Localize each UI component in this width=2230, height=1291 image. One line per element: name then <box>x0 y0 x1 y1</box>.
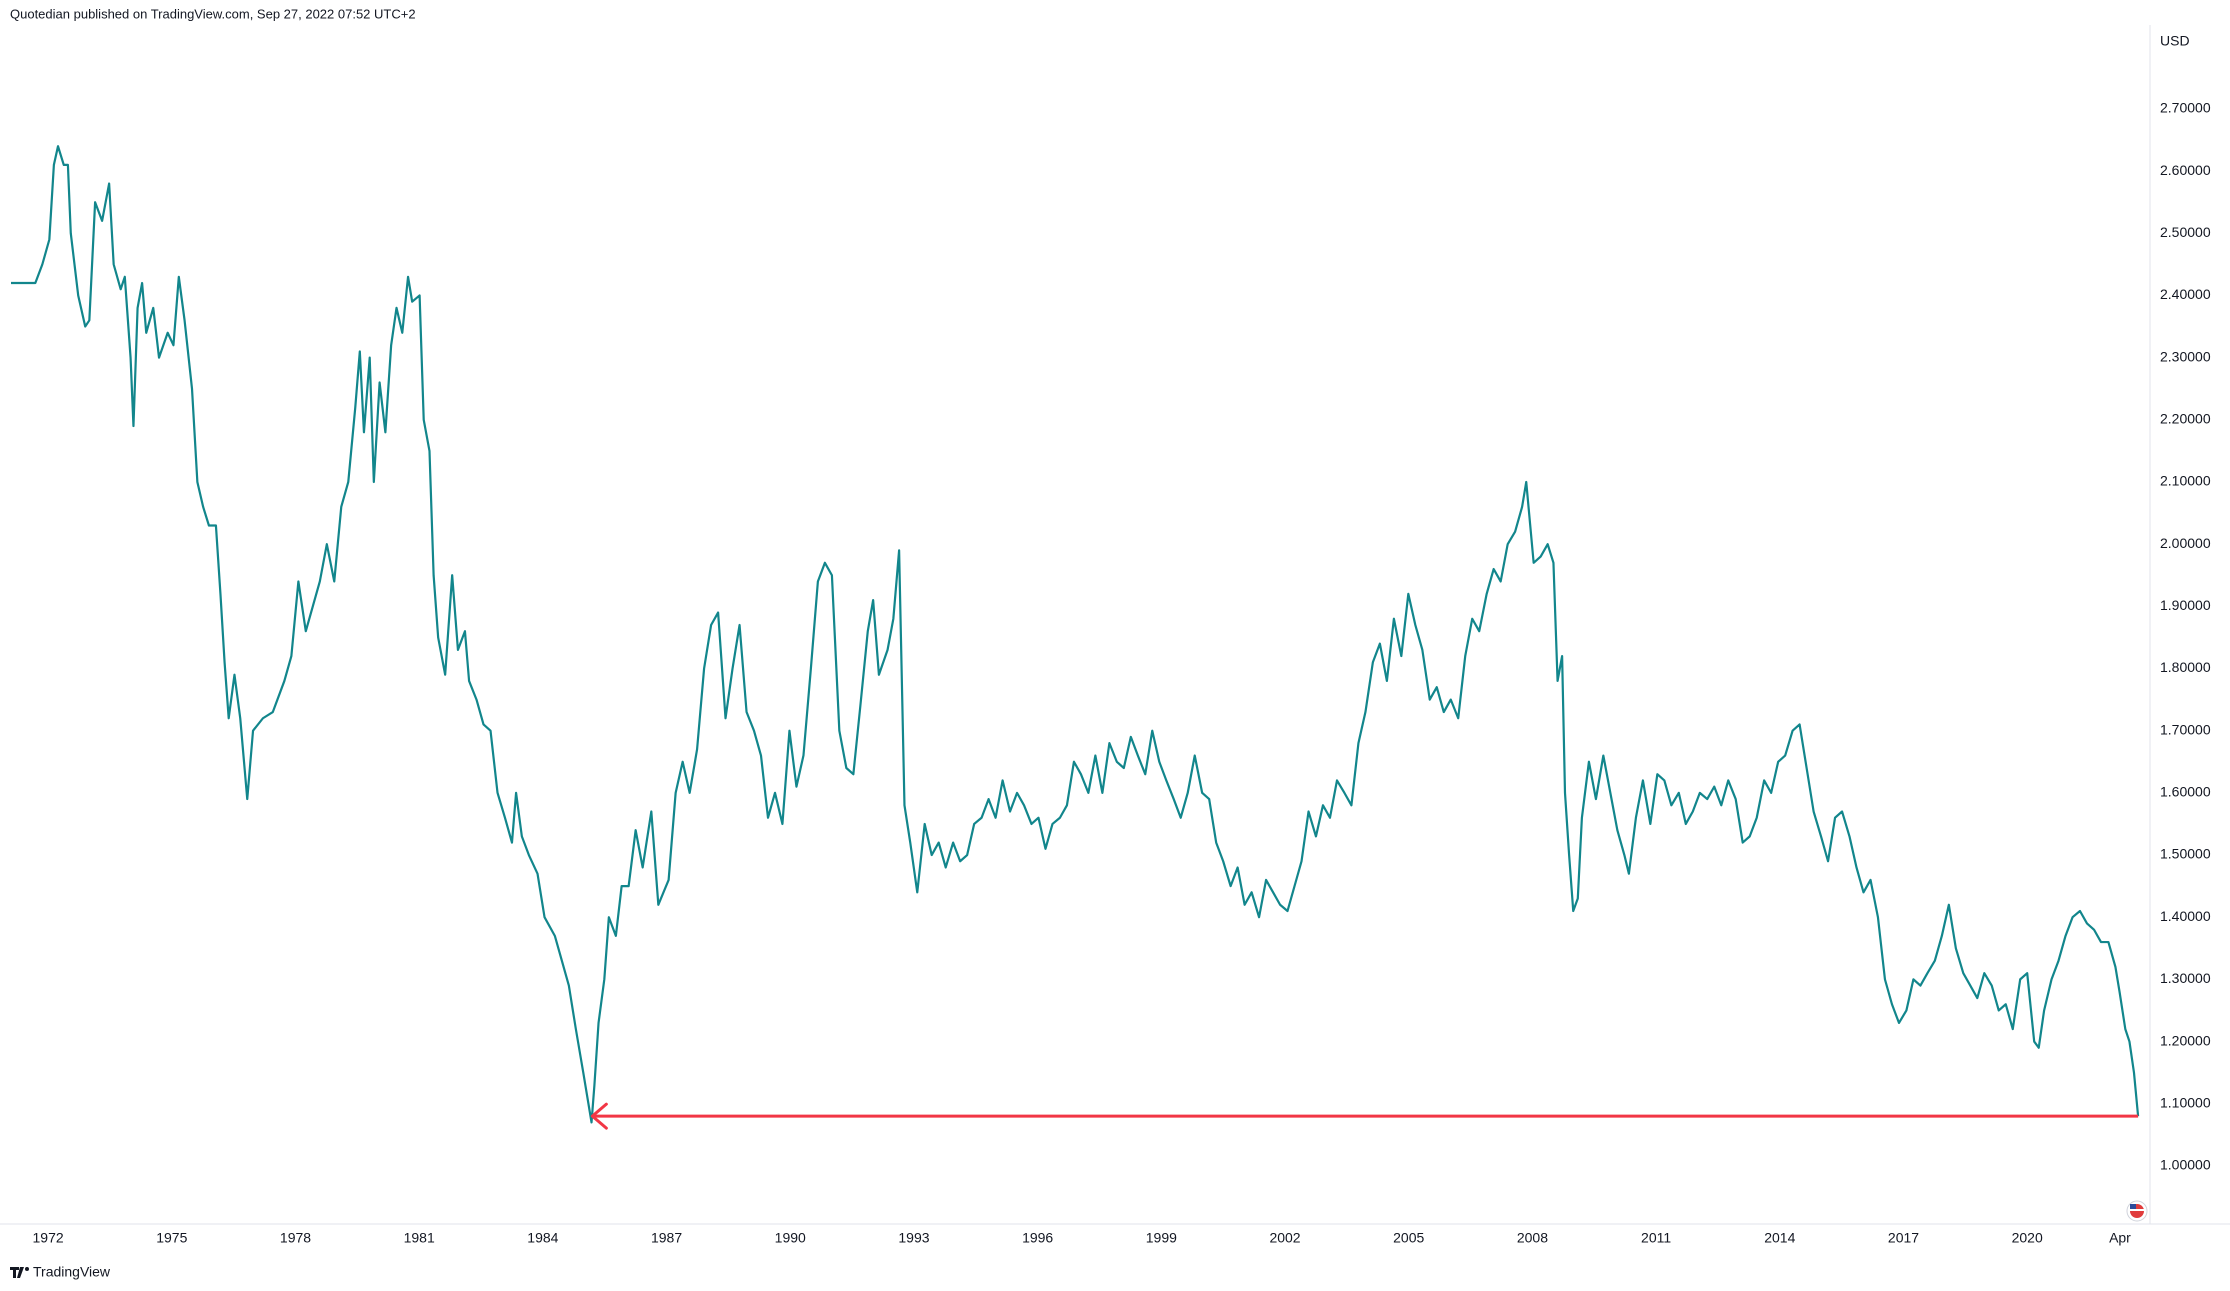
x-tick-label: 1990 <box>775 1230 806 1246</box>
flag-canton <box>2130 1204 2136 1209</box>
arrow-head <box>590 1102 608 1130</box>
x-tick-label: 1978 <box>280 1230 311 1246</box>
flag-stripe <box>2130 1209 2144 1211</box>
header: Quotedian published on TradingView.com, … <box>10 6 416 21</box>
x-tick-label: 2011 <box>1641 1230 1671 1246</box>
x-tick-label: 2002 <box>1269 1230 1300 1246</box>
annotation-arrow <box>590 1102 2139 1130</box>
x-tick-label: 1981 <box>404 1230 435 1246</box>
y-tick-label: 1.60000 <box>2160 784 2211 800</box>
x-tick-label: 1984 <box>527 1230 558 1246</box>
x-tick-label: 1987 <box>651 1230 682 1246</box>
y-tick-label: 1.40000 <box>2160 908 2211 924</box>
x-tick-label: 1999 <box>1146 1230 1177 1246</box>
price-line <box>11 145 2140 1124</box>
x-tick-label: Apr <box>2109 1230 2131 1246</box>
y-tick-label: 2.60000 <box>2160 162 2211 178</box>
y-tick-label: 2.70000 <box>2160 100 2211 116</box>
x-tick-label: 2005 <box>1393 1230 1424 1246</box>
x-tick-label: 2014 <box>1764 1230 1795 1246</box>
x-tick-label: 1975 <box>156 1230 187 1246</box>
x-tick-label: 1972 <box>33 1230 64 1246</box>
logo: TradingView <box>10 1264 111 1280</box>
y-tick-label: 2.40000 <box>2160 286 2211 302</box>
y-tick-label: 1.90000 <box>2160 597 2211 613</box>
flag-icon <box>2126 1200 2148 1222</box>
y-tick-label: 2.30000 <box>2160 348 2211 364</box>
y-tick-label: 2.10000 <box>2160 473 2211 489</box>
y-tick-label: 1.00000 <box>2160 1157 2211 1173</box>
logo-dot <box>25 1267 29 1271</box>
y-tick-label: 2.00000 <box>2160 535 2211 551</box>
footer: TradingView <box>33 1264 111 1280</box>
y-tick-label: 1.70000 <box>2160 721 2211 737</box>
y-tick-label: 1.80000 <box>2160 659 2211 675</box>
x-tick-label: 2008 <box>1517 1230 1548 1246</box>
y-tick-label: 2.20000 <box>2160 411 2211 427</box>
x-tick-label: 2020 <box>2012 1230 2043 1246</box>
y-tick-label: 1.20000 <box>2160 1032 2211 1048</box>
y-tick-label: 1.50000 <box>2160 846 2211 862</box>
x-tick-label: 2017 <box>1888 1230 1919 1246</box>
x-tick-label: 1996 <box>1022 1230 1053 1246</box>
y-tick-label: 2.50000 <box>2160 224 2211 240</box>
y-tick-label: 1.30000 <box>2160 970 2211 986</box>
y-tick-label: 1.10000 <box>2160 1094 2211 1110</box>
logo-mark <box>10 1267 24 1278</box>
x-tick-label: 1993 <box>898 1230 929 1246</box>
y-axis-label: USD <box>2160 33 2190 49</box>
